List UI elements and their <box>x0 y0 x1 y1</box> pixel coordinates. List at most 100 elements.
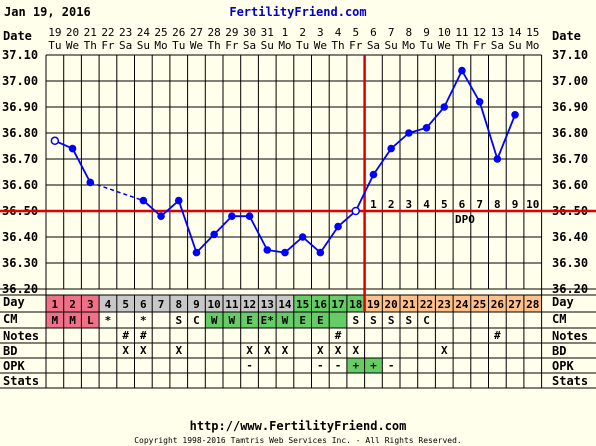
opk-row-label: OPK <box>3 359 25 373</box>
y-tick-label-right: 36.30 <box>552 256 588 270</box>
date-label: 9 <box>423 26 430 39</box>
cycle-day-label: 24 <box>455 298 469 311</box>
temp-point <box>334 222 342 231</box>
date-label: 29 <box>225 26 238 39</box>
date-label: 10 <box>438 26 451 39</box>
cm-cell: S <box>175 314 182 327</box>
date-label: 31 <box>261 26 274 39</box>
weekday-label: Su <box>508 39 521 52</box>
row-cell-bg <box>205 295 223 312</box>
notes-cell: # <box>335 329 342 342</box>
date-label: 24 <box>137 26 151 39</box>
notes-cell: # <box>140 329 147 342</box>
cycle-day-label: 12 <box>243 298 256 311</box>
cm-cell: M <box>69 314 76 327</box>
cycle-day-label: 9 <box>193 298 200 311</box>
date-label: 6 <box>370 26 377 39</box>
cycle-day-label: 23 <box>438 298 451 311</box>
temp-segment <box>354 174 375 212</box>
temp-point <box>192 248 201 257</box>
date-label: 19 <box>48 26 61 39</box>
dpo-number: 5 <box>441 198 448 211</box>
cm-cell: E <box>317 314 324 327</box>
temp-point <box>210 230 218 239</box>
cycle-day-label: 25 <box>473 298 486 311</box>
cm-cell: W <box>211 314 218 327</box>
weekday-label: Sa <box>367 39 380 52</box>
row-cell-bg <box>205 312 223 328</box>
row-cell-bg <box>523 295 542 312</box>
weekday-label: Tu <box>420 39 433 52</box>
cycle-day-label: 3 <box>87 298 94 311</box>
cm-cell: C <box>423 314 430 327</box>
cycle-day-label: 13 <box>261 298 274 311</box>
row-cell-bg <box>46 295 64 312</box>
row-cell-bg <box>169 295 188 312</box>
row-cell-bg <box>258 295 277 312</box>
day-row-label: Day <box>3 295 25 309</box>
temp-point <box>369 170 378 179</box>
weekday-label: Mo <box>526 39 539 52</box>
weekday-label: Tu <box>172 39 185 52</box>
row-backgrounds <box>46 295 542 373</box>
weekday-label: We <box>314 39 327 52</box>
dpo-number: 1 <box>370 198 377 211</box>
bd-cell: X <box>441 344 448 357</box>
row-cell-bg <box>364 295 383 312</box>
cycle-day-label: 5 <box>122 298 129 311</box>
temp-segment-dashed <box>90 181 144 202</box>
dpo-number: 6 <box>459 198 466 211</box>
row-labels: Date Date Day Day CM CM Notes Notes BD B… <box>3 29 588 388</box>
site-title-link[interactable]: FertilityFriend.com <box>229 5 366 19</box>
dpo-number: 9 <box>512 198 519 211</box>
weekday-label: Su <box>261 39 274 52</box>
row-cell-bg <box>276 312 294 328</box>
bd-cell: X <box>352 344 359 357</box>
temp-point <box>387 144 395 153</box>
notes-cell: # <box>494 329 501 342</box>
y-tick-label-right: 36.40 <box>552 230 588 244</box>
cycle-day-label: 8 <box>175 298 182 311</box>
y-tick-label: 37.00 <box>2 74 38 88</box>
date-label: 30 <box>243 26 256 39</box>
date-label: 15 <box>526 26 539 39</box>
opk-cell: - <box>388 359 395 372</box>
row-cell-bg <box>223 295 241 312</box>
bd-row-label-right: BD <box>552 344 566 358</box>
opk-row-label-right: OPK <box>552 359 574 373</box>
temp-segment <box>478 101 499 160</box>
temp-segment <box>390 132 410 150</box>
cycle-day-label: 2 <box>69 298 76 311</box>
row-cell-bg <box>81 295 100 312</box>
temp-segment <box>213 215 233 236</box>
weekday-label: Su <box>385 39 398 52</box>
date-label: 2 <box>299 26 306 39</box>
footer-copyright: Copyright 1998-2016 Tamtris Web Services… <box>134 436 462 445</box>
cm-row-label-right: CM <box>552 312 566 326</box>
opk-cell: - <box>246 359 253 372</box>
y-tick-label-right: 37.00 <box>552 74 588 88</box>
date-label: 8 <box>406 26 413 39</box>
y-tick-label-right: 37.10 <box>552 48 588 62</box>
cycle-day-label: 4 <box>105 298 112 311</box>
cycle-day-label: 17 <box>331 298 344 311</box>
row-cell-bg <box>116 295 135 312</box>
temp-point <box>68 144 77 153</box>
row-cell-bg <box>329 312 347 328</box>
row-cell-bg <box>417 295 436 312</box>
date-label: 5 <box>352 26 359 39</box>
date-row-label: Date <box>3 29 32 43</box>
cm-cell: E <box>299 314 306 327</box>
temp-segment <box>496 114 516 160</box>
y-tick-label-right: 36.80 <box>552 126 588 140</box>
cycle-day-label: 16 <box>314 298 328 311</box>
footer-url[interactable]: http://www.FertilityFriend.com <box>190 419 407 433</box>
temp-segment <box>461 70 481 103</box>
row-cell-bg <box>63 295 82 312</box>
temp-point <box>228 212 236 220</box>
cm-cell: E <box>246 314 253 327</box>
cm-cell: E* <box>261 314 274 327</box>
row-cell-bg <box>435 295 454 312</box>
weekday-label: Fr <box>101 39 115 52</box>
row-cell-bg <box>134 295 153 312</box>
